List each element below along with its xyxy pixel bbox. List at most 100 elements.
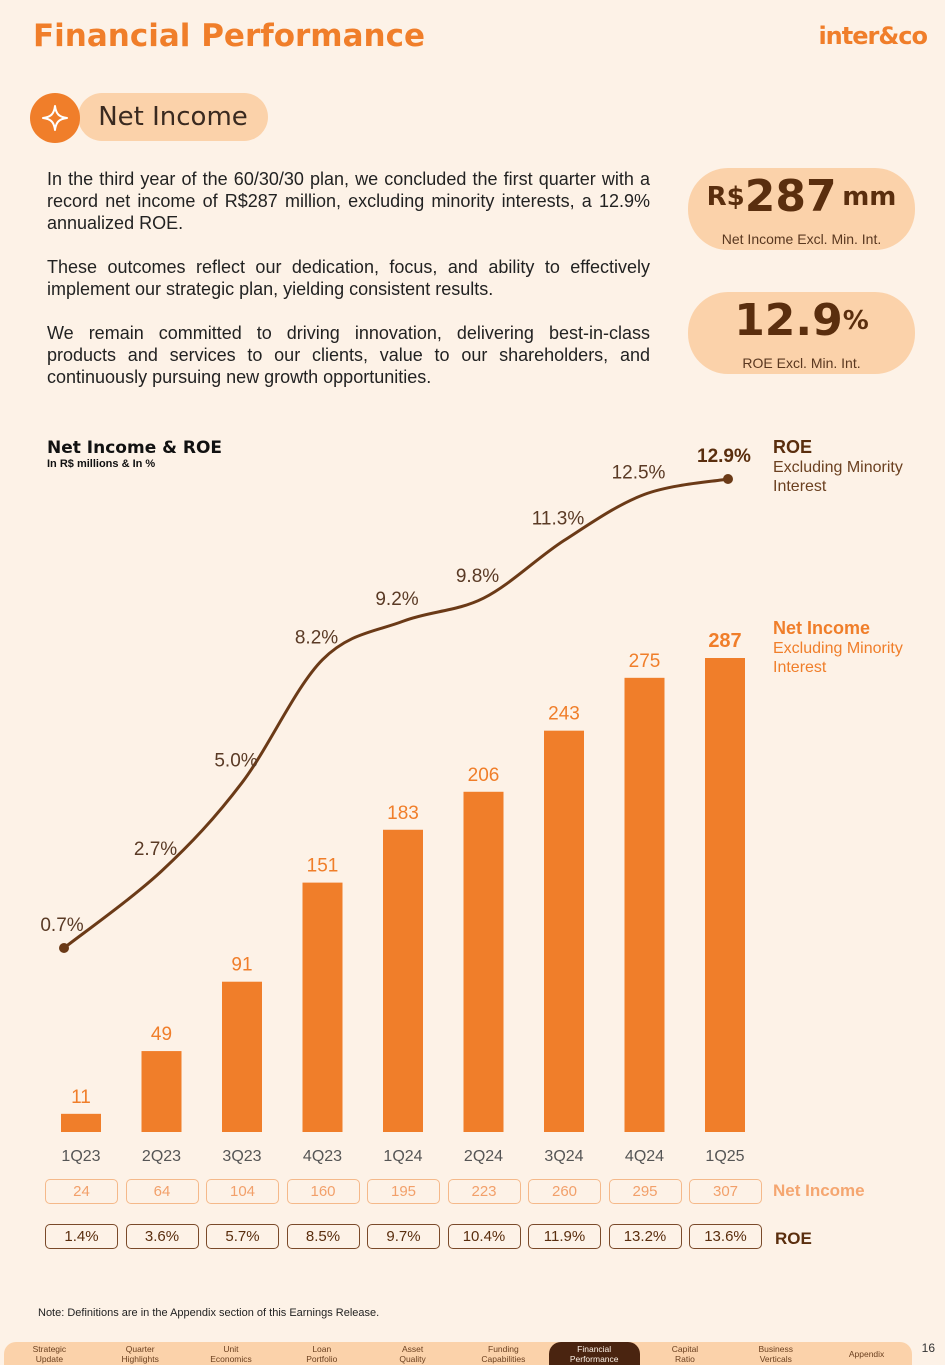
bar-label-1Q23: 11 bbox=[71, 1087, 91, 1108]
x-tick-4Q23: 4Q23 bbox=[303, 1148, 342, 1165]
roe-cell: 8.5% bbox=[286, 1224, 360, 1249]
nav-item-quarter[interactable]: Quarter Highlights bbox=[121, 1344, 159, 1364]
bar-label-3Q23: 91 bbox=[231, 955, 252, 976]
roe-cell: 9.7% bbox=[367, 1224, 440, 1249]
bar-label-4Q23: 151 bbox=[307, 856, 339, 877]
net-income-cell: 295 bbox=[608, 1179, 682, 1204]
x-tick-2Q23: 2Q23 bbox=[142, 1148, 181, 1165]
x-tick-1Q23: 1Q23 bbox=[61, 1148, 100, 1165]
kpi-suffix: % bbox=[842, 306, 869, 336]
net-income-cell: 260 bbox=[528, 1179, 601, 1204]
bar-2Q23 bbox=[141, 1051, 182, 1132]
bar-label-1Q24: 183 bbox=[387, 803, 419, 824]
roe-cell: 13.2% bbox=[608, 1224, 682, 1249]
roe-label-3Q23: 5.0% bbox=[214, 751, 257, 772]
bar-1Q24 bbox=[383, 829, 423, 1132]
page-number: 16 bbox=[921, 1341, 935, 1355]
paragraph: These outcomes reflect our dedication, f… bbox=[47, 257, 650, 299]
net-income-cell: 223 bbox=[447, 1179, 521, 1204]
x-tick-3Q24: 3Q24 bbox=[544, 1148, 583, 1165]
footnote: Note: Definitions are in the Appendix se… bbox=[38, 1307, 380, 1319]
legend-roe: ROE Excluding Minority Interest bbox=[773, 437, 933, 496]
bar-label-4Q24: 275 bbox=[629, 651, 661, 672]
nav-item-asset[interactable]: Asset Quality bbox=[399, 1344, 426, 1364]
bar-4Q23 bbox=[302, 882, 343, 1132]
kpi-net-income: R$287 mm Net Income Excl. Min. Int. bbox=[688, 168, 915, 250]
roe-label-2Q23: 2.7% bbox=[134, 839, 177, 860]
roe-cell: 11.9% bbox=[528, 1224, 601, 1249]
bar-label-2Q24: 206 bbox=[468, 765, 500, 786]
x-tick-4Q24: 4Q24 bbox=[625, 1148, 664, 1165]
x-tick-1Q24: 1Q24 bbox=[383, 1148, 422, 1165]
legend-ni-sub: Excluding Minority Interest bbox=[773, 640, 903, 676]
roe-cell: 10.4% bbox=[447, 1224, 521, 1249]
kpi-label: ROE Excl. Min. Int. bbox=[742, 355, 861, 371]
chart-subtitle: In R$ millions & In % bbox=[47, 458, 156, 470]
roe-label-2Q24: 9.8% bbox=[456, 566, 499, 587]
nav-item-financial[interactable]: Financial Performance bbox=[548, 1342, 640, 1365]
roe-label-1Q25: 12.9% bbox=[697, 446, 751, 467]
paragraph: We remain committed to driving innovatio… bbox=[47, 323, 650, 387]
x-tick-2Q24: 2Q24 bbox=[464, 1148, 503, 1165]
net-income-cell: 160 bbox=[286, 1179, 360, 1204]
roe-label-1Q24: 9.2% bbox=[375, 589, 418, 610]
row-label-roe: ROE bbox=[775, 1229, 812, 1248]
bar-1Q23 bbox=[61, 1113, 101, 1132]
paragraph: In the third year of the 60/30/30 plan, … bbox=[47, 169, 650, 233]
section-nav: Strategic Update Quarter Highlights Unit Econ… bbox=[4, 1342, 912, 1365]
legend-ni-title: Net Income bbox=[773, 618, 871, 638]
nav-item-loan[interactable]: Loan Portfolio bbox=[306, 1344, 338, 1364]
roe-line bbox=[63, 477, 729, 950]
legend-roe-sub: Excluding Minority Interest bbox=[773, 459, 903, 495]
chart-title: Net Income & ROE bbox=[47, 438, 223, 458]
net-income-cell: 64 bbox=[125, 1179, 199, 1204]
sparkle-icon bbox=[30, 93, 80, 143]
kpi-value: 287 bbox=[744, 171, 837, 222]
bar-3Q23 bbox=[222, 981, 262, 1132]
x-tick-3Q23: 3Q23 bbox=[222, 1148, 261, 1165]
roe-label-1Q23: 0.7% bbox=[40, 915, 83, 936]
roe-cell: 3.6% bbox=[125, 1224, 199, 1249]
row-label-net-income: Net Income bbox=[773, 1181, 865, 1200]
legend-roe-title: ROE bbox=[773, 437, 813, 457]
roe-point-start bbox=[59, 943, 69, 953]
bar-1Q25 bbox=[705, 658, 745, 1132]
nav-item-strategic[interactable]: Strategic Update bbox=[32, 1344, 67, 1364]
nav-item-capital[interactable]: Capital Ratio bbox=[671, 1344, 699, 1364]
roe-cell: 13.6% bbox=[689, 1224, 762, 1249]
page-title: Financial Performance bbox=[33, 18, 425, 54]
net-income-cell: 24 bbox=[45, 1179, 118, 1204]
nav-item-appendix[interactable]: Appendix bbox=[848, 1349, 885, 1359]
roe-label-4Q23: 8.2% bbox=[295, 628, 338, 649]
net-income-cell: 195 bbox=[367, 1179, 440, 1204]
bar-label-3Q24: 243 bbox=[548, 704, 580, 725]
net-income-table-row: Net Income 24 64 104 160 195 223 260 295 307 bbox=[0, 1179, 945, 1205]
brand-logo: inter&co bbox=[818, 22, 928, 50]
section-label: Net Income bbox=[78, 93, 268, 141]
roe-cell: 5.7% bbox=[206, 1224, 279, 1249]
bar-2Q24 bbox=[463, 791, 504, 1132]
net-income-cell: 307 bbox=[689, 1179, 762, 1204]
bar-3Q24 bbox=[544, 730, 584, 1132]
kpi-value: 12.9 bbox=[734, 295, 843, 346]
roe-label-3Q24: 11.3% bbox=[532, 509, 585, 530]
bar-4Q24 bbox=[624, 677, 665, 1132]
net-income-cell: 104 bbox=[206, 1179, 279, 1204]
roe-table-row: ROE 1.4% 3.6% 5.7% 8.5% 9.7% 10.4% 11.9% 13.2% 1… bbox=[0, 1224, 945, 1250]
kpi-suffix: mm bbox=[842, 182, 897, 212]
nav-item-funding[interactable]: Funding Capabilities bbox=[481, 1344, 526, 1364]
roe-label-4Q24: 12.5% bbox=[612, 462, 666, 483]
bar-label-2Q23: 49 bbox=[151, 1024, 172, 1045]
kpi-prefix: R$ bbox=[706, 182, 745, 212]
nav-item-unit[interactable]: Unit Economics bbox=[210, 1344, 252, 1364]
intro-text: In the third year of the 60/30/30 plan, … bbox=[47, 168, 650, 410]
roe-cell: 1.4% bbox=[45, 1224, 118, 1249]
roe-point-end bbox=[723, 474, 733, 484]
nav-item-business[interactable]: Business Verticals bbox=[758, 1344, 794, 1364]
legend-net-income: Net Income Excluding Minority Interest bbox=[773, 618, 933, 677]
kpi-roe: 12.9% ROE Excl. Min. Int. bbox=[688, 292, 915, 374]
bar-label-1Q25: 287 bbox=[708, 630, 741, 652]
x-tick-1Q25: 1Q25 bbox=[705, 1148, 744, 1165]
kpi-label: Net Income Excl. Min. Int. bbox=[721, 231, 882, 247]
